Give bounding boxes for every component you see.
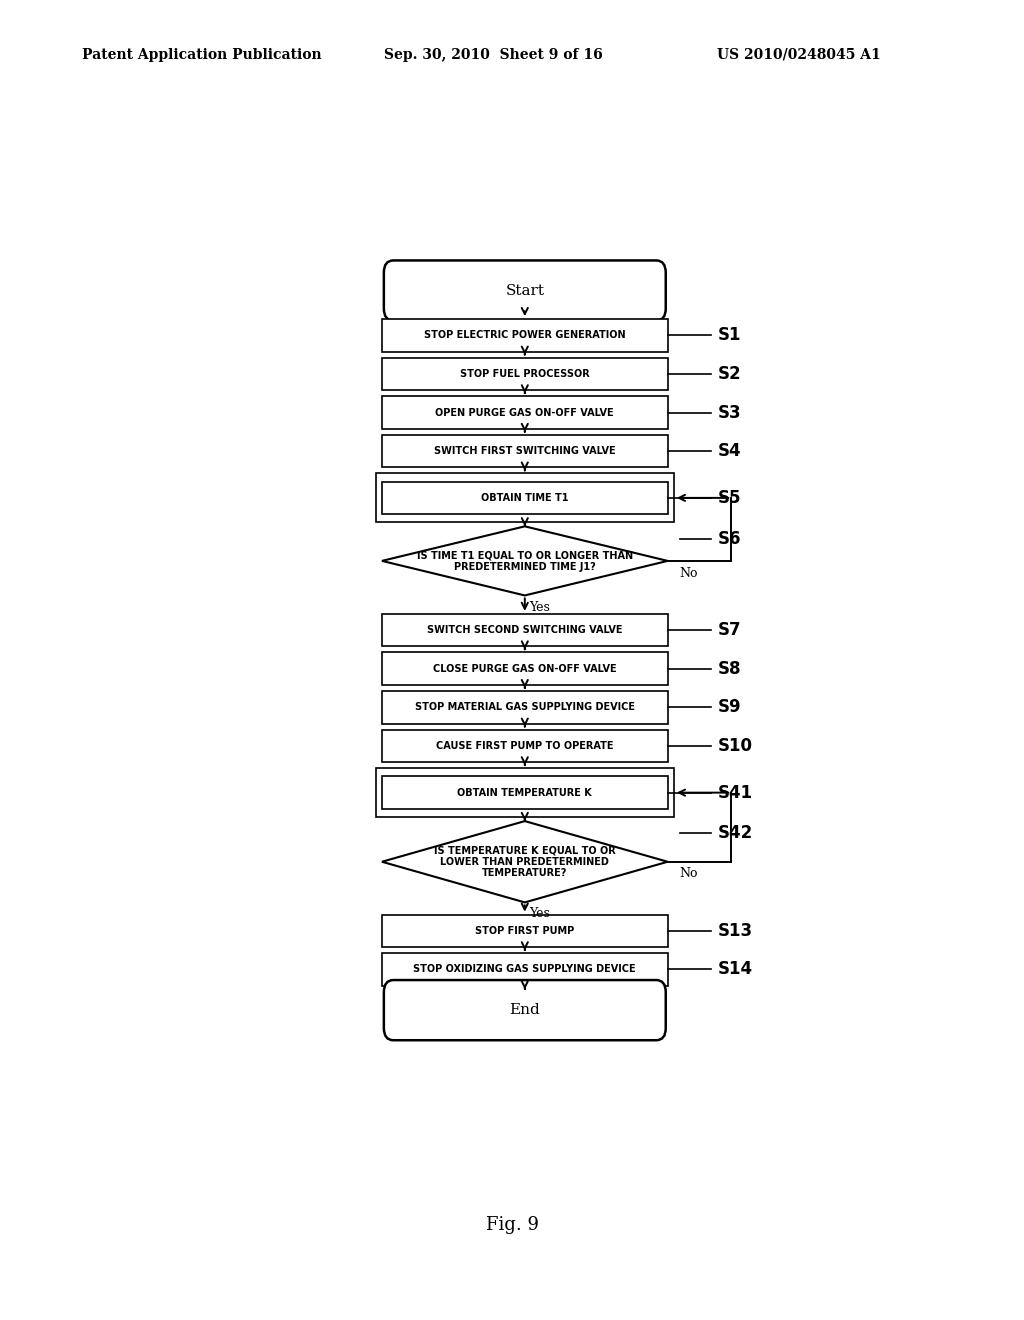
- Bar: [382, 482, 668, 515]
- Text: CAUSE FIRST PUMP TO OPERATE: CAUSE FIRST PUMP TO OPERATE: [436, 741, 613, 751]
- Text: S9: S9: [718, 698, 741, 717]
- Bar: [382, 434, 668, 467]
- Text: S41: S41: [718, 784, 753, 801]
- FancyBboxPatch shape: [384, 979, 666, 1040]
- Text: S42: S42: [718, 824, 753, 842]
- FancyBboxPatch shape: [384, 260, 666, 321]
- Bar: [376, 474, 674, 523]
- Text: CLOSE PURGE GAS ON-OFF VALVE: CLOSE PURGE GAS ON-OFF VALVE: [433, 664, 616, 673]
- Text: STOP MATERIAL GAS SUPPLYING DEVICE: STOP MATERIAL GAS SUPPLYING DEVICE: [415, 702, 635, 713]
- Text: IS TIME T1 EQUAL TO OR LONGER THAN
PREDETERMINED TIME J1?: IS TIME T1 EQUAL TO OR LONGER THAN PREDE…: [417, 550, 633, 572]
- Bar: [382, 730, 668, 762]
- Text: IS TEMPERATURE K EQUAL TO OR
LOWER THAN PREDETERMINED
TEMPERATURE?: IS TEMPERATURE K EQUAL TO OR LOWER THAN …: [434, 845, 615, 878]
- Text: Start: Start: [505, 284, 545, 297]
- Bar: [382, 652, 668, 685]
- Text: S3: S3: [718, 404, 741, 421]
- Text: Yes: Yes: [528, 907, 550, 920]
- Text: S6: S6: [718, 529, 741, 548]
- Text: S1: S1: [718, 326, 741, 345]
- Text: End: End: [509, 1003, 541, 1018]
- Text: No: No: [680, 566, 698, 579]
- Bar: [376, 768, 674, 817]
- Text: S13: S13: [718, 921, 753, 940]
- Bar: [382, 358, 668, 391]
- Text: STOP ELECTRIC POWER GENERATION: STOP ELECTRIC POWER GENERATION: [424, 330, 626, 341]
- Text: S7: S7: [718, 620, 741, 639]
- Bar: [382, 690, 668, 723]
- Text: S5: S5: [718, 488, 741, 507]
- Text: S10: S10: [718, 737, 753, 755]
- Text: Patent Application Publication: Patent Application Publication: [82, 48, 322, 62]
- Bar: [382, 614, 668, 647]
- Text: No: No: [680, 867, 698, 880]
- Text: STOP FIRST PUMP: STOP FIRST PUMP: [475, 925, 574, 936]
- Text: OBTAIN TIME T1: OBTAIN TIME T1: [481, 492, 568, 503]
- Text: Yes: Yes: [528, 601, 550, 614]
- Text: OBTAIN TEMPERATURE K: OBTAIN TEMPERATURE K: [458, 788, 592, 797]
- Bar: [382, 319, 668, 351]
- Bar: [382, 776, 668, 809]
- Text: Sep. 30, 2010  Sheet 9 of 16: Sep. 30, 2010 Sheet 9 of 16: [384, 48, 603, 62]
- Text: SWITCH SECOND SWITCHING VALVE: SWITCH SECOND SWITCHING VALVE: [427, 624, 623, 635]
- Text: SWITCH FIRST SWITCHING VALVE: SWITCH FIRST SWITCHING VALVE: [434, 446, 615, 457]
- Text: OPEN PURGE GAS ON-OFF VALVE: OPEN PURGE GAS ON-OFF VALVE: [435, 408, 614, 417]
- Text: STOP FUEL PROCESSOR: STOP FUEL PROCESSOR: [460, 368, 590, 379]
- Text: STOP OXIDIZING GAS SUPPLYING DEVICE: STOP OXIDIZING GAS SUPPLYING DEVICE: [414, 965, 636, 974]
- Polygon shape: [382, 527, 668, 595]
- Polygon shape: [382, 821, 668, 903]
- Text: US 2010/0248045 A1: US 2010/0248045 A1: [717, 48, 881, 62]
- Bar: [382, 953, 668, 986]
- Bar: [382, 396, 668, 429]
- Bar: [382, 915, 668, 948]
- Text: S14: S14: [718, 961, 753, 978]
- Text: S4: S4: [718, 442, 741, 461]
- Text: S2: S2: [718, 364, 741, 383]
- Text: S8: S8: [718, 660, 741, 677]
- Text: Fig. 9: Fig. 9: [485, 1216, 539, 1234]
